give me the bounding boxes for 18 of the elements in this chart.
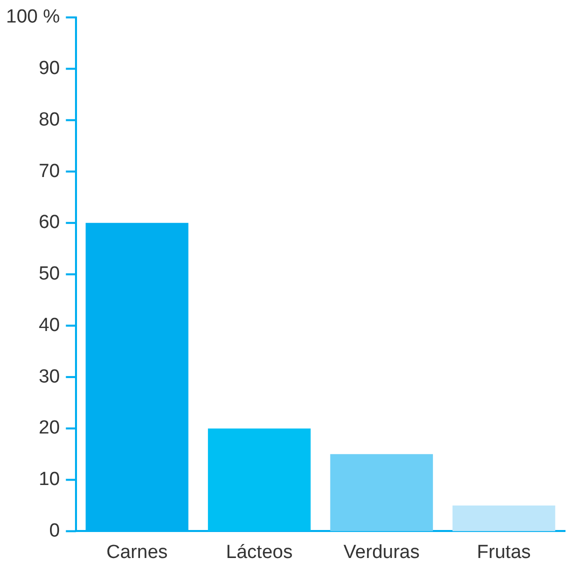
y-tick-label: 50 bbox=[38, 264, 60, 285]
y-tick-label: 30 bbox=[38, 366, 60, 388]
y-tick-label: 60 bbox=[38, 212, 60, 234]
y-tick-label: 10 bbox=[38, 469, 60, 490]
y-tick-label: 0 bbox=[49, 520, 60, 542]
bar bbox=[452, 506, 556, 532]
x-tick-label: Lácteos bbox=[226, 542, 293, 563]
y-tick-label: 100 % bbox=[6, 6, 60, 28]
y-tick-label: 40 bbox=[38, 314, 60, 336]
y-tick-label: 90 bbox=[38, 58, 60, 80]
y-tick-label: 70 bbox=[38, 160, 60, 182]
y-tick-label: 20 bbox=[38, 418, 60, 439]
bar bbox=[208, 428, 311, 532]
bar bbox=[330, 454, 433, 532]
y-tick-label: 80 bbox=[38, 109, 60, 130]
x-tick-label: Frutas bbox=[476, 542, 531, 563]
x-tick-label: Carnes bbox=[106, 542, 168, 563]
x-tick-label: Verduras bbox=[344, 542, 420, 563]
